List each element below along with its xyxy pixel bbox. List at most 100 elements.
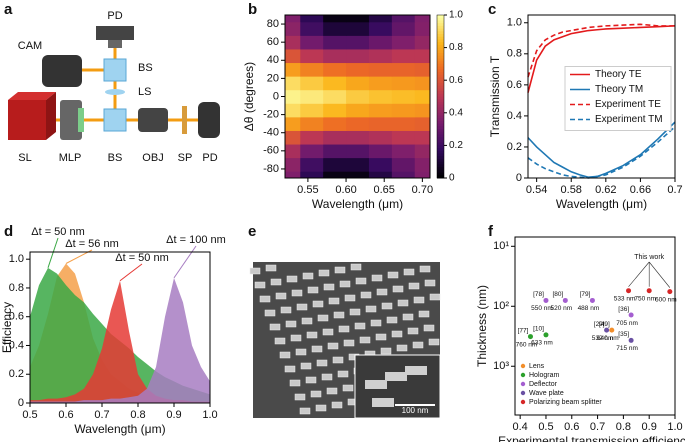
annotation-arrow: [119, 263, 143, 282]
sem-pillar: [305, 376, 317, 384]
x-tick-label: 0.60: [335, 184, 356, 196]
sem-pillar: [290, 334, 302, 342]
sem-image: 100 nm: [249, 262, 441, 419]
heatmap-cell: [346, 76, 370, 91]
colorbar-step: [437, 118, 444, 122]
legend-label: Hologram: [529, 372, 560, 379]
sem-pillar: [419, 265, 431, 273]
colorbar-step: [437, 175, 444, 179]
point: [527, 334, 533, 340]
legend-label: Wave plate: [529, 390, 564, 397]
x-axis-label: Experimental transmission efficiency: [498, 434, 685, 442]
heatmap-cell: [285, 21, 301, 36]
heatmap-cell: [323, 15, 347, 23]
sem-pillar: [315, 404, 327, 412]
colorbar-tick-label: 0.2: [449, 140, 463, 151]
colorbar-step: [437, 77, 444, 81]
sem-pillar: [280, 306, 292, 314]
panel-letter: f: [488, 223, 494, 240]
heatmap-cell: [285, 35, 301, 50]
legend-label: Experiment TM: [595, 114, 663, 125]
x-tick-label: 0.7: [94, 409, 109, 421]
y-tick-label: 20: [267, 72, 279, 84]
colorbar-step: [437, 63, 444, 68]
series-line: [527, 121, 676, 179]
sem-pillar: [371, 274, 383, 282]
colorbar-step: [437, 153, 444, 157]
colorbar-step: [437, 164, 444, 168]
colorbar-tick-label: 0.4: [449, 107, 463, 118]
sem-pillar: [397, 299, 409, 307]
sem-pillar: [380, 347, 392, 355]
colorbar-step: [437, 131, 444, 136]
sem-pillar: [334, 266, 346, 274]
heatmap-cell: [323, 157, 347, 172]
sem-pillar: [296, 303, 308, 311]
heatmap-cell: [391, 103, 416, 118]
heatmap-cell: [300, 21, 324, 36]
colorbar-step: [437, 80, 444, 84]
diagram-label: MLP: [59, 152, 82, 164]
colorbar-step: [437, 150, 444, 155]
colorbar-step: [437, 34, 444, 38]
x-axis-label: Wavelength (μm): [312, 197, 403, 211]
panel-letter: e: [248, 223, 256, 240]
sem-pillar: [428, 338, 440, 346]
sem-pillar: [375, 333, 387, 341]
sem-pillar: [365, 305, 377, 313]
point-ref: [78]: [533, 291, 544, 298]
colorbar-step: [437, 69, 444, 73]
sem-pillar: [310, 390, 322, 398]
heatmap-cell: [346, 62, 370, 77]
heatmap-cell: [391, 62, 416, 77]
point: [646, 288, 652, 294]
colorbar-step: [437, 99, 444, 103]
heatmap-cell: [368, 171, 393, 178]
colorbar-step: [437, 126, 444, 130]
sem-pillar: [328, 297, 340, 305]
series-line: [527, 25, 676, 93]
sem-pillar: [269, 323, 281, 331]
sem-pillar: [343, 339, 355, 347]
sem-pillar: [270, 278, 282, 286]
y-tick-label: 0.4: [507, 110, 522, 122]
heatmap-cell: [285, 15, 301, 23]
sem-pillar: [264, 309, 276, 317]
heatmap-cell: [323, 21, 347, 36]
heatmap-cell: [285, 130, 301, 145]
panel-letter: a: [4, 1, 13, 18]
heatmap-cell: [414, 62, 430, 77]
heatmap-cell: [391, 144, 416, 159]
heatmap-cell: [414, 89, 430, 104]
sem-pillar: [299, 407, 311, 415]
sem-pillar: [359, 336, 371, 344]
colorbar-step: [437, 31, 444, 35]
legend-marker: [520, 372, 526, 378]
heatmap-cell: [285, 171, 301, 178]
y-tick-label: 0.6: [9, 311, 24, 323]
sem-pillar: [370, 319, 382, 327]
sem-pillar: [322, 328, 334, 336]
heatmap-cell: [414, 103, 430, 118]
sem-pillar: [342, 384, 354, 392]
colorbar-step: [437, 129, 444, 133]
legend-label: Theory TM: [595, 84, 643, 95]
heatmap-cell: [368, 35, 393, 50]
annotation: This work: [634, 254, 664, 261]
colorbar-step: [437, 93, 444, 97]
sem-pillar: [285, 320, 297, 328]
plot-frame: [29, 251, 211, 404]
colorbar-step: [437, 134, 444, 138]
point-ref: [10]: [533, 326, 544, 333]
sem-pillar: [327, 342, 339, 350]
heatmap-cell: [368, 15, 393, 23]
point-ref: [79]: [580, 291, 591, 298]
legend-label: Polarizing beam splitter: [529, 399, 602, 406]
point: [628, 312, 634, 318]
y-tick-label: 0.8: [9, 282, 24, 294]
colorbar-step: [437, 42, 444, 46]
y-tick-label: 40: [267, 54, 279, 66]
sem-pillar: [291, 289, 303, 297]
heatmap-cell: [323, 116, 347, 131]
